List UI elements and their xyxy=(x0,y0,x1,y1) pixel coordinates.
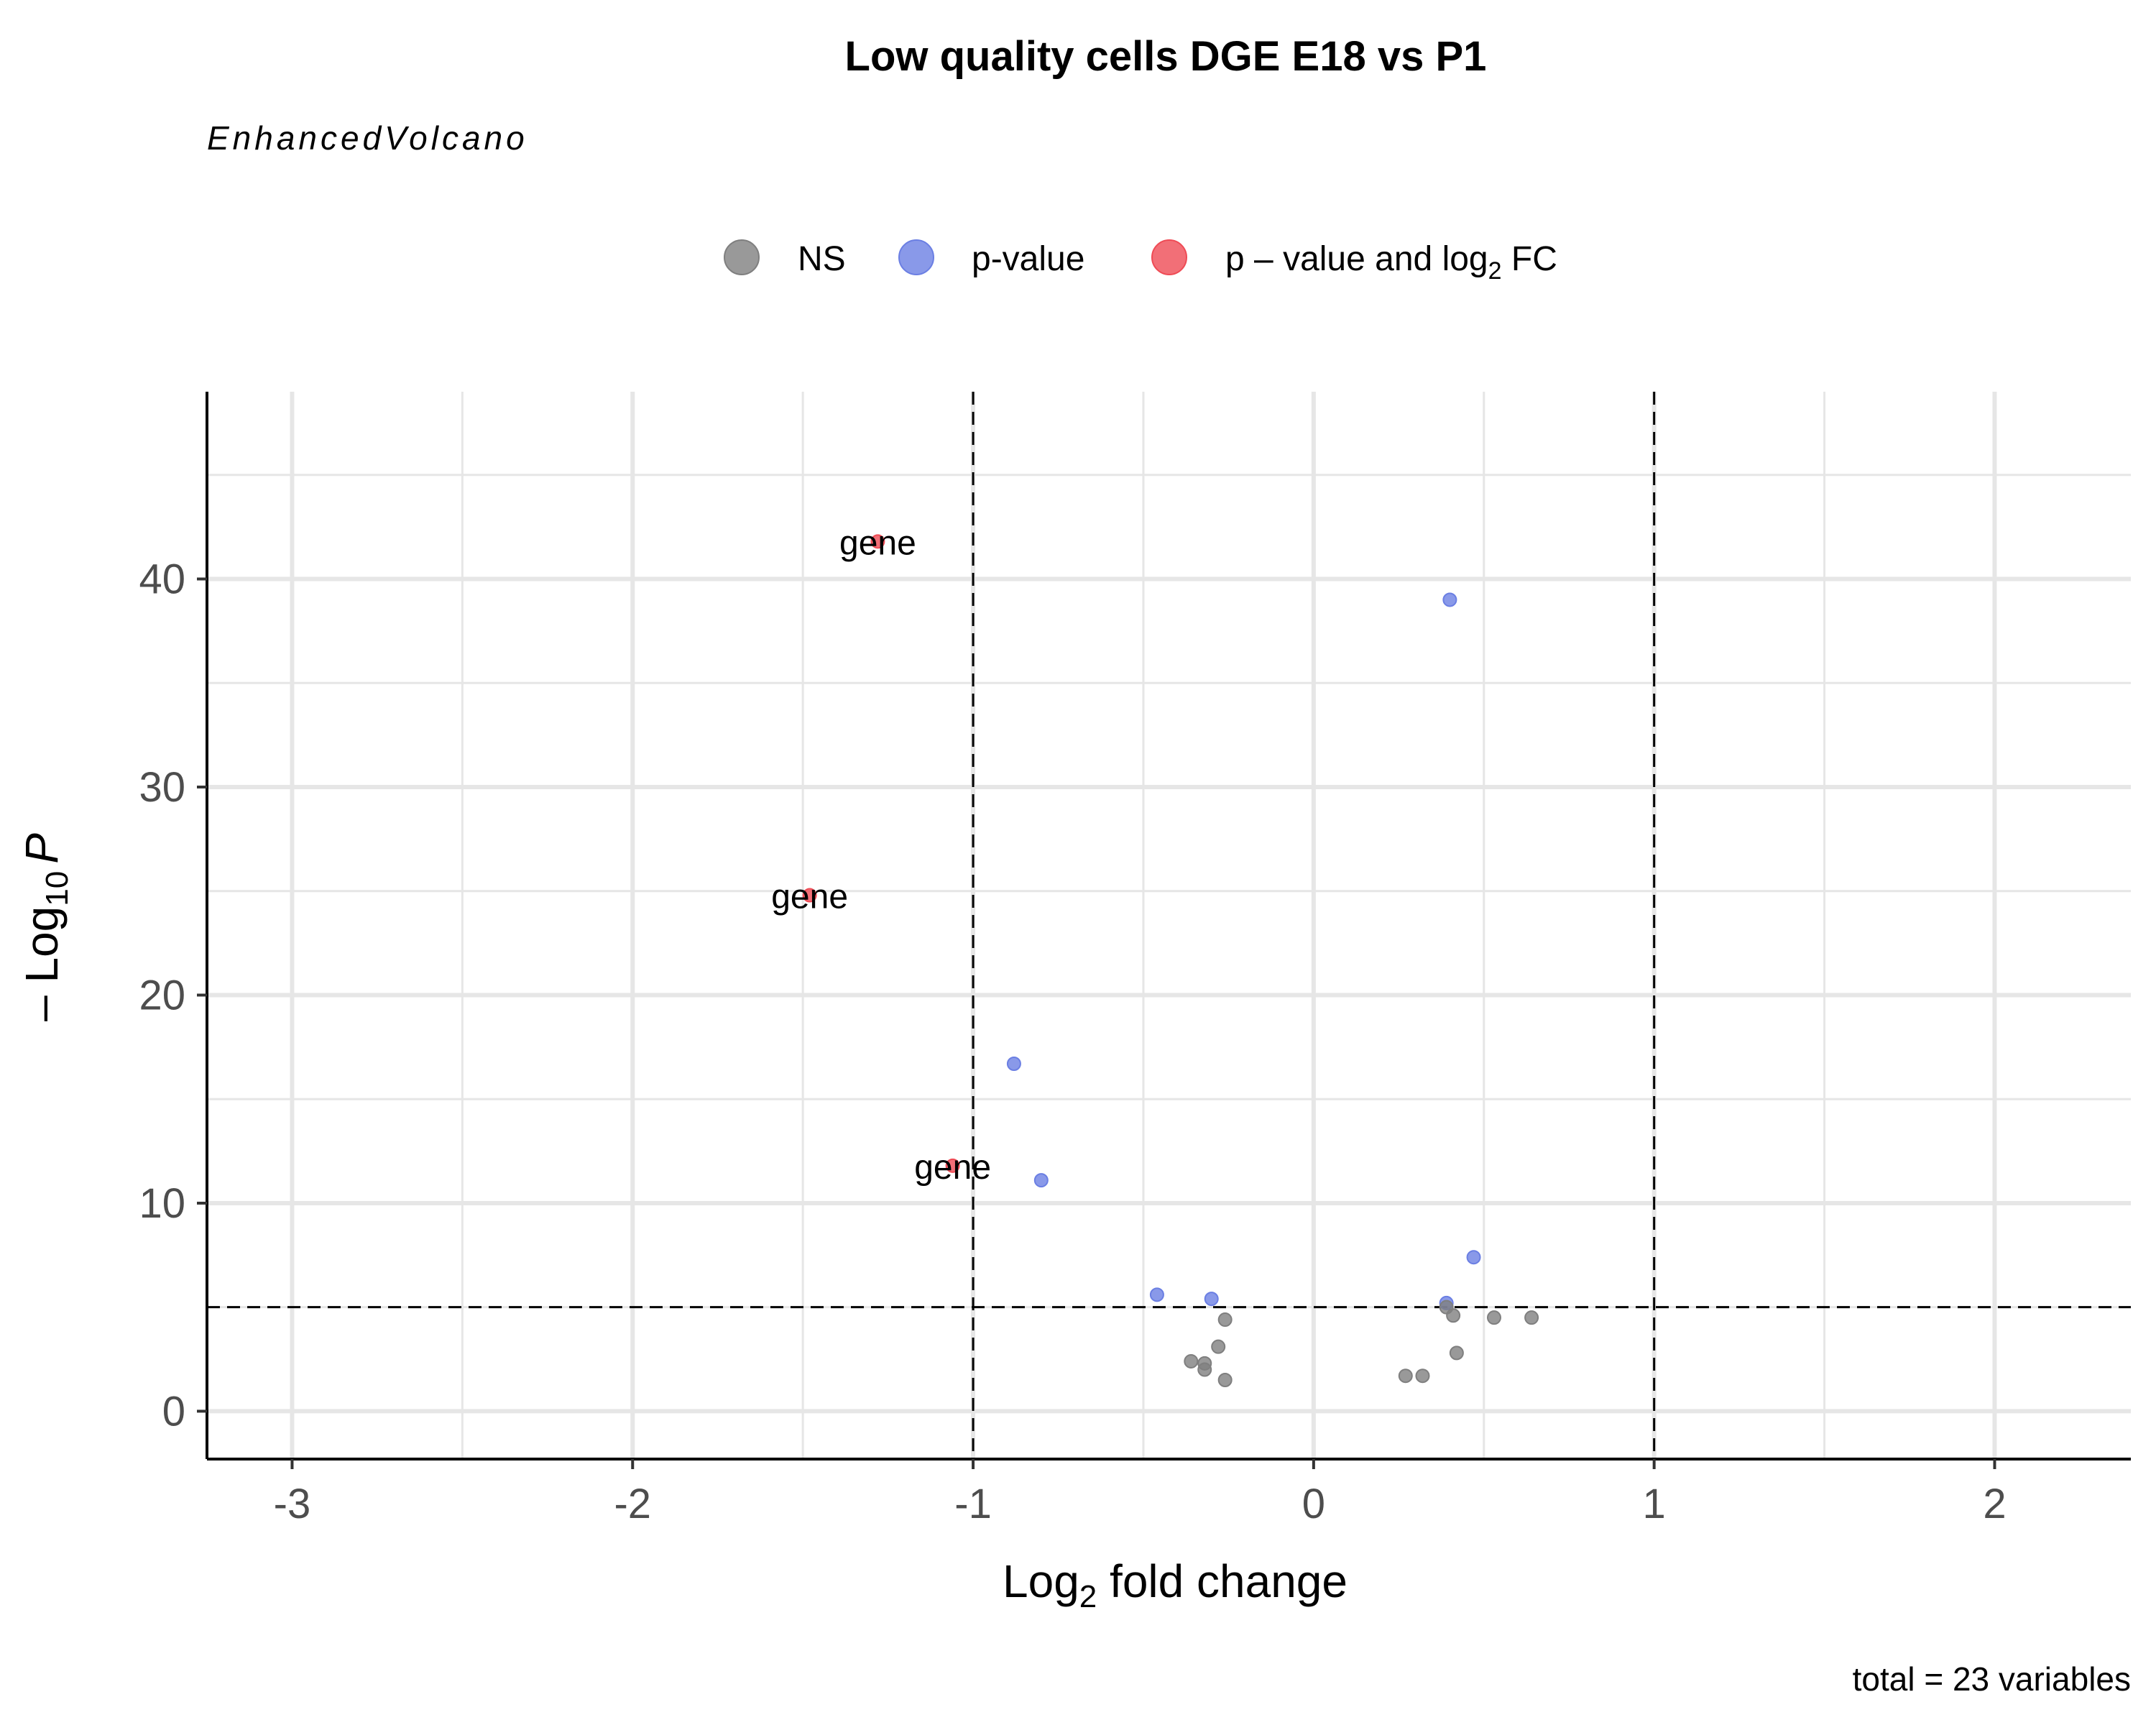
data-point xyxy=(870,534,885,549)
data-point xyxy=(1524,1310,1539,1325)
x-axis-title: Log2 fold change xyxy=(1003,1555,1348,1614)
x-tick-label: 0 xyxy=(1302,1481,1325,1527)
y-tick-label: 10 xyxy=(139,1180,185,1227)
y-axis-ticks: 0 10 20 30 40 xyxy=(139,556,207,1435)
x-tick-label: -3 xyxy=(274,1481,311,1527)
data-point xyxy=(1442,592,1457,607)
data-points xyxy=(802,534,1539,1387)
point-label: gene xyxy=(771,878,848,916)
caption: total = 23 variables xyxy=(1853,1660,2131,1698)
axes xyxy=(206,392,2131,1460)
data-point xyxy=(1398,1368,1413,1384)
data-point xyxy=(1033,1173,1049,1188)
legend: NS p-value p – value and log2 FC xyxy=(724,239,1557,285)
data-point xyxy=(802,888,817,903)
chart-subtitle: EnhancedVolcano xyxy=(207,119,528,157)
data-point xyxy=(1217,1312,1233,1328)
legend-label-ns: NS xyxy=(798,240,846,278)
data-point xyxy=(1184,1353,1199,1368)
cutoff-lines xyxy=(207,392,2131,1459)
point-label: gene xyxy=(839,524,916,562)
x-axis-ticks: -3 -2 -1 0 1 2 xyxy=(274,1459,2007,1527)
chart-title: Low quality cells DGE E18 vs P1 xyxy=(845,33,1487,80)
point-labels: gene gene gene xyxy=(771,524,991,1186)
x-tick-label: 1 xyxy=(1643,1481,1666,1527)
x-tick-label: -1 xyxy=(954,1481,992,1527)
x-tick-label: 2 xyxy=(1983,1481,2006,1527)
legend-marker-pfc xyxy=(1151,239,1187,275)
legend-label-pfc: p – value and log2 FC xyxy=(1225,240,1557,285)
y-tick-label: 40 xyxy=(139,556,185,603)
y-tick-label: 20 xyxy=(139,972,185,1018)
point-label: gene xyxy=(914,1149,991,1187)
data-point xyxy=(1204,1292,1219,1307)
data-point xyxy=(1006,1057,1021,1071)
data-point xyxy=(1486,1310,1501,1325)
legend-marker-p xyxy=(898,239,934,275)
data-point xyxy=(945,1158,960,1173)
legend-marker-ns xyxy=(724,239,760,275)
legend-label-p: p-value xyxy=(972,240,1084,278)
data-point xyxy=(1466,1250,1481,1265)
y-axis-title: – Log10P xyxy=(16,833,75,1021)
data-point xyxy=(1415,1368,1430,1384)
data-point xyxy=(1446,1308,1461,1323)
data-point xyxy=(1211,1339,1226,1354)
y-tick-label: 0 xyxy=(162,1388,185,1435)
data-point xyxy=(1149,1287,1164,1302)
data-point xyxy=(1197,1362,1212,1377)
y-tick-label: 30 xyxy=(139,764,185,811)
data-point xyxy=(1217,1373,1233,1387)
data-point xyxy=(1449,1346,1464,1361)
x-tick-label: -2 xyxy=(614,1481,651,1527)
grid-lines xyxy=(207,392,2131,1459)
